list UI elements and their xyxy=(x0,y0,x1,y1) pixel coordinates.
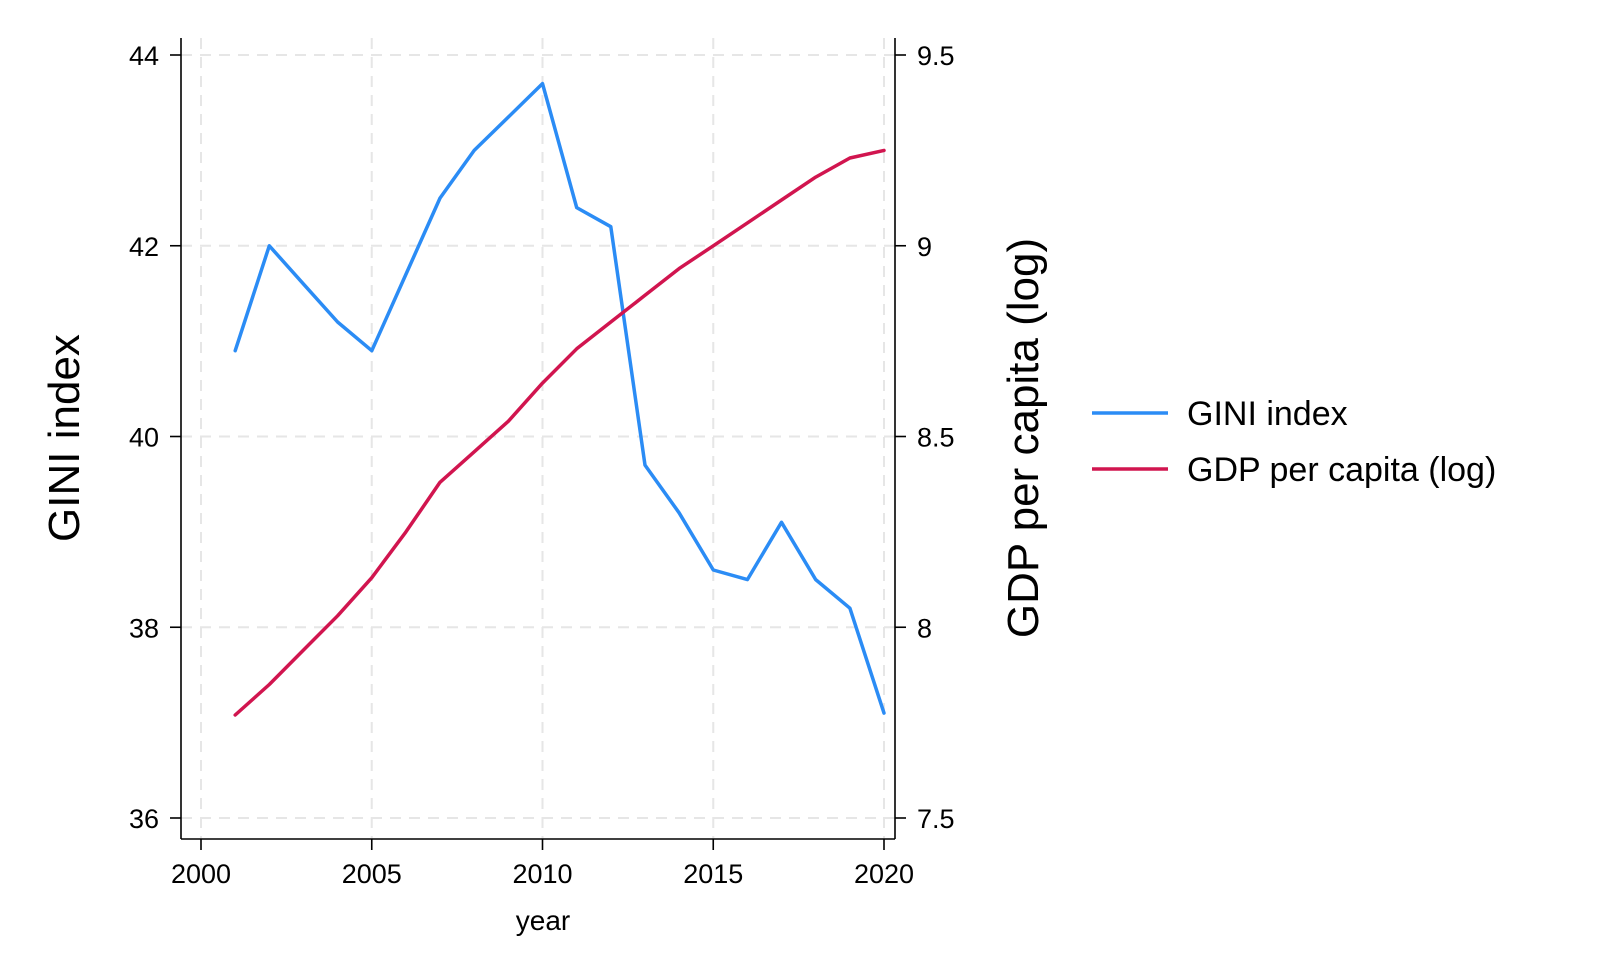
series-lines xyxy=(233,81,886,717)
y-left-tick-label: 44 xyxy=(129,41,159,71)
y-right-tick-label: 9 xyxy=(917,232,932,262)
legend-label-gini: GINI index xyxy=(1187,395,1348,433)
y-right-tick-label: 8 xyxy=(917,613,932,643)
y-left-tick-label: 40 xyxy=(129,423,159,453)
y-left-tick-label: 38 xyxy=(129,613,159,643)
x-tick-label: 2020 xyxy=(854,859,914,889)
legend-label-gdp: GDP per capita (log) xyxy=(1187,451,1496,489)
y-right-tick-label: 8.5 xyxy=(917,423,955,453)
axes xyxy=(180,38,896,840)
x-axis-title: year xyxy=(516,905,570,936)
right-axis-title: GDP per capita (log) xyxy=(999,238,1048,638)
x-tick-label: 2010 xyxy=(512,859,572,889)
ticks: 2000 2005 2010 2015 2020 36 38 40 42 44 7.5 8 8.5 9 9.… xyxy=(129,41,955,889)
y-right-tick-label: 9.5 xyxy=(917,41,955,71)
left-axis-title: GINI index xyxy=(40,334,89,542)
grid-lines xyxy=(181,38,895,839)
x-tick-label: 2005 xyxy=(342,859,402,889)
x-tick-label: 2000 xyxy=(171,859,231,889)
x-tick-label: 2015 xyxy=(683,859,743,889)
series-line-gini xyxy=(233,81,886,715)
y-left-tick-label: 42 xyxy=(129,232,159,262)
legend: GINI index GDP per capita (log) xyxy=(1092,395,1496,489)
y-right-tick-label: 7.5 xyxy=(917,804,955,834)
y-left-tick-label: 36 xyxy=(129,804,159,834)
series-line-gdp xyxy=(233,148,886,717)
